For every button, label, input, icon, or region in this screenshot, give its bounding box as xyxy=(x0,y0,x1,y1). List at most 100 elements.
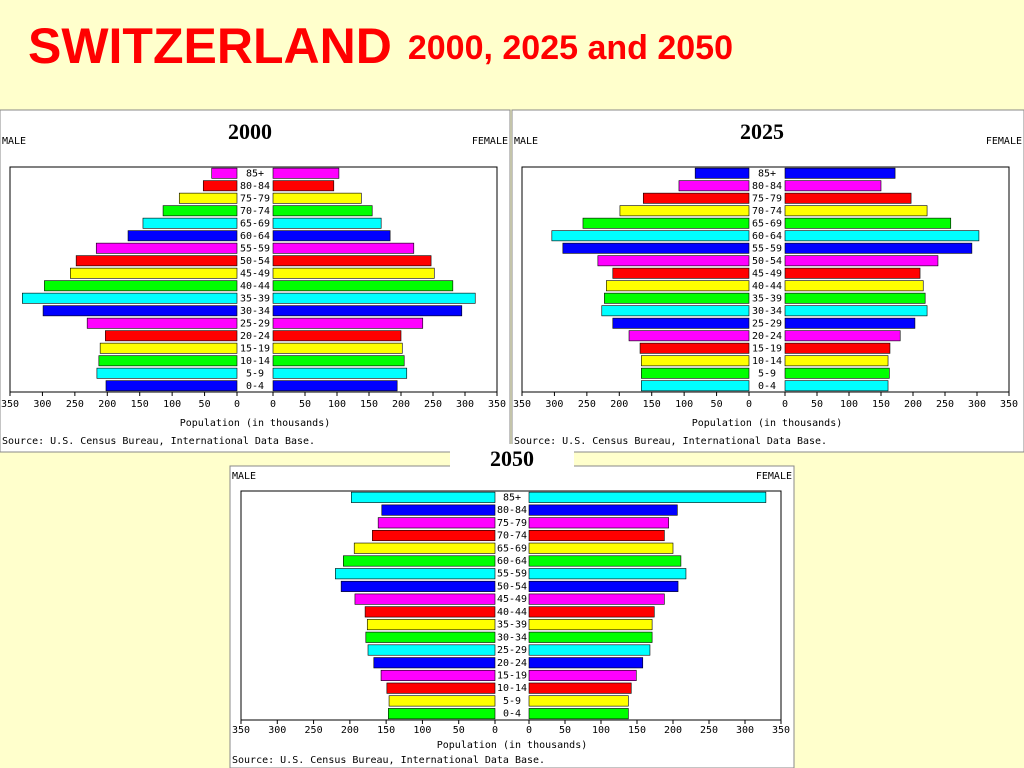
age-label: 20-24 xyxy=(497,658,527,669)
female-bar xyxy=(528,530,665,542)
female-x-tick-label: 250 xyxy=(700,725,718,736)
age-label: 5-9 xyxy=(758,368,776,379)
age-label: 10-14 xyxy=(752,356,782,367)
male-bar xyxy=(373,657,496,669)
age-label: 15-19 xyxy=(240,343,270,354)
age-label: 0-4 xyxy=(246,381,264,392)
female-x-tick-label: 350 xyxy=(772,725,790,736)
age-label: 35-39 xyxy=(752,293,782,304)
female-bar xyxy=(784,167,896,179)
age-label: 60-64 xyxy=(240,231,270,242)
age-label: 15-19 xyxy=(752,343,782,354)
male-bar xyxy=(641,355,750,367)
female-bar xyxy=(784,342,891,354)
female-bar xyxy=(272,292,476,304)
plot-frame xyxy=(521,166,1010,393)
female-x-tick-label: 150 xyxy=(872,399,890,410)
female-bar xyxy=(272,167,340,179)
female-bar xyxy=(272,267,435,279)
male-label: MALE xyxy=(514,136,538,147)
female-bar xyxy=(272,355,405,367)
age-label: 65-69 xyxy=(240,218,270,229)
age-label: 85+ xyxy=(246,168,264,179)
female-x-tick-label: 250 xyxy=(936,399,954,410)
male-bar xyxy=(353,542,496,554)
age-label: 50-54 xyxy=(752,256,782,267)
male-bar xyxy=(22,292,238,304)
male-x-tick-label: 0 xyxy=(234,399,240,410)
age-label: 85+ xyxy=(758,168,776,179)
male-x-tick-label: 100 xyxy=(413,725,431,736)
female-bar xyxy=(784,242,973,254)
title-main: SWITZERLAND xyxy=(28,18,392,74)
age-label: 45-49 xyxy=(240,268,270,279)
female-bar xyxy=(784,292,926,304)
year-label-box xyxy=(450,444,574,478)
male-bar xyxy=(377,517,496,529)
female-x-tick-label: 200 xyxy=(664,725,682,736)
female-x-tick-label: 0 xyxy=(526,725,532,736)
male-bar xyxy=(642,192,750,204)
male-bar xyxy=(178,192,238,204)
age-label: 40-44 xyxy=(497,607,527,618)
male-bar xyxy=(604,292,750,304)
male-x-tick-label: 0 xyxy=(492,725,498,736)
female-x-tick-label: 100 xyxy=(328,399,346,410)
male-bar xyxy=(380,669,496,681)
female-x-tick-label: 300 xyxy=(968,399,986,410)
age-label: 25-29 xyxy=(752,318,782,329)
male-x-tick-label: 150 xyxy=(131,399,149,410)
female-bar xyxy=(272,367,408,379)
age-label: 70-74 xyxy=(752,206,782,217)
male-bar xyxy=(619,205,750,217)
year-label-box xyxy=(700,117,824,151)
female-x-tick-label: 300 xyxy=(736,725,754,736)
male-bar xyxy=(105,380,238,392)
age-label: 10-14 xyxy=(497,683,527,694)
age-label: 40-44 xyxy=(752,281,782,292)
female-bar xyxy=(528,708,629,720)
male-bar xyxy=(211,167,238,179)
age-label: 0-4 xyxy=(503,709,521,720)
female-bar xyxy=(272,180,335,192)
male-x-tick-label: 350 xyxy=(513,399,531,410)
age-label: 50-54 xyxy=(240,256,270,267)
x-axis-label: Population (in thousands) xyxy=(180,418,331,429)
male-bar xyxy=(142,217,238,229)
female-bar xyxy=(528,517,669,529)
age-label: 50-54 xyxy=(497,581,527,592)
age-label: 45-49 xyxy=(752,268,782,279)
female-x-tick-label: 0 xyxy=(782,399,788,410)
male-bar xyxy=(639,342,750,354)
female-x-tick-label: 200 xyxy=(904,399,922,410)
chart-title: 2000 xyxy=(228,119,272,144)
male-label: MALE xyxy=(232,471,256,482)
female-bar xyxy=(528,682,632,694)
male-bar xyxy=(366,619,496,631)
year-label-box xyxy=(188,117,312,151)
chart-title: 2025 xyxy=(740,119,784,144)
female-x-tick-label: 300 xyxy=(456,399,474,410)
male-bar xyxy=(367,644,496,656)
male-x-tick-label: 50 xyxy=(453,725,465,736)
age-label: 20-24 xyxy=(240,331,270,342)
female-bar xyxy=(272,255,432,267)
x-axis-label: Population (in thousands) xyxy=(437,740,588,751)
female-x-tick-label: 100 xyxy=(592,725,610,736)
female-bar xyxy=(784,367,890,379)
male-bar xyxy=(162,205,238,217)
female-bar xyxy=(272,242,415,254)
plot-frame xyxy=(9,166,498,393)
male-x-tick-label: 200 xyxy=(341,725,359,736)
female-bar xyxy=(528,580,679,592)
female-x-tick-label: 350 xyxy=(1000,399,1018,410)
age-label: 65-69 xyxy=(497,543,527,554)
female-bar xyxy=(784,305,928,317)
female-x-tick-label: 150 xyxy=(628,725,646,736)
age-label: 80-84 xyxy=(240,181,270,192)
male-bar xyxy=(99,342,238,354)
male-bar xyxy=(372,530,496,542)
plot-frame xyxy=(240,490,782,721)
female-label: FEMALE xyxy=(986,136,1022,147)
